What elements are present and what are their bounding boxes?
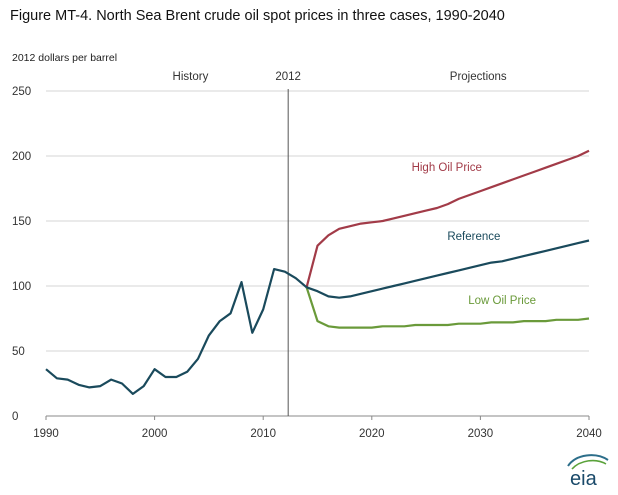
chart-title: Figure MT-4. North Sea Brent crude oil s… <box>10 8 505 24</box>
x-tick-label-2020: 2020 <box>359 428 385 440</box>
series-line-low-oil-price <box>305 286 590 329</box>
divider-2012-label: 2012 <box>275 71 301 83</box>
series-line-high-oil-price <box>305 149 590 288</box>
y-tick-label-100: 100 <box>12 281 31 293</box>
series-label-low-oil-price: Low Oil Price <box>468 295 536 307</box>
y-axis-units-label: 2012 dollars per barrel <box>12 52 118 64</box>
x-tick-label-2010: 2010 <box>250 428 276 440</box>
x-tick-label-2030: 2030 <box>468 428 494 440</box>
history-region-label: History <box>173 71 209 83</box>
logo-wordmark: eia <box>570 468 598 488</box>
x-tick-label-2000: 2000 <box>142 428 168 440</box>
series-lines <box>45 149 590 395</box>
y-tick-label-200: 200 <box>12 151 31 163</box>
y-tick-label-0: 0 <box>12 411 18 423</box>
y-tick-label-250: 250 <box>12 86 31 98</box>
series-line-history <box>45 268 308 395</box>
series-label-reference: Reference <box>447 231 500 243</box>
series-label-high-oil-price: High Oil Price <box>412 162 482 174</box>
eia-logo: eia <box>567 454 609 488</box>
y-tick-label-50: 50 <box>12 346 25 358</box>
series-line-reference <box>306 239 590 299</box>
x-tick-label-1990: 1990 <box>33 428 59 440</box>
axes: 0 50 100 150 200 250 1990 2000 2010 2020 2030 2040 <box>12 86 602 440</box>
y-tick-label-150: 150 <box>12 216 31 228</box>
labels: 2012 History Projections Reference High Oil … <box>173 71 536 307</box>
projections-region-label: Projections <box>450 71 507 83</box>
gridlines <box>46 90 589 352</box>
x-tick-label-2040: 2040 <box>576 428 602 440</box>
